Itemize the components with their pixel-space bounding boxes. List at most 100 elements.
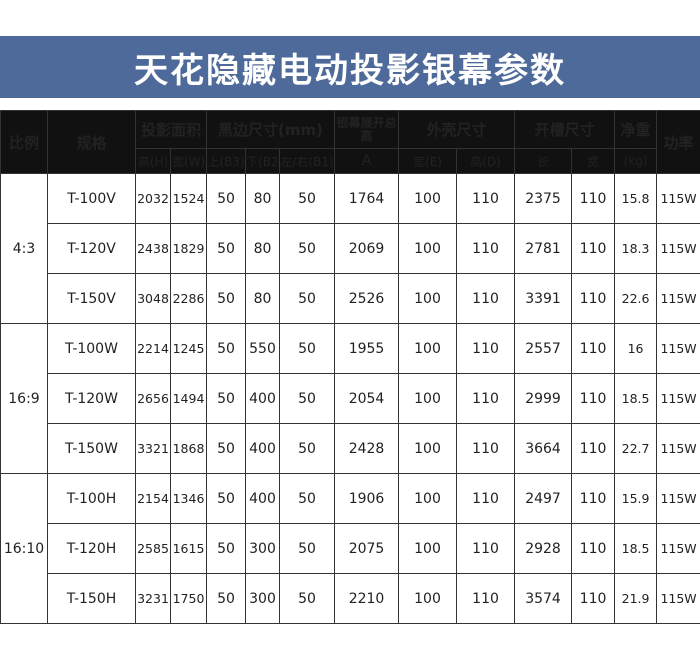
height-cell: 2438 [135, 223, 171, 274]
subheader-housing-height: 高(D) [456, 148, 516, 174]
header-slot: 开槽尺寸 [514, 110, 616, 149]
subheader-side-b1: 左/右(B1) [279, 148, 336, 174]
housing-width-cell: 100 [398, 323, 458, 374]
total-height-cell: 2075 [334, 523, 400, 574]
page-title: 天花隐藏电动投影银幕参数 [0, 36, 700, 98]
table-row: T-150W 3321 1868 50 400 50 2428 100 110 3664 110 22… [1, 423, 700, 474]
table-row: T-120W 2656 1494 50 400 50 2054 100 110 2999 110 18… [1, 373, 700, 424]
model-cell: T-150W [47, 423, 136, 474]
housing-height-cell: 110 [456, 323, 516, 374]
bottom-border-cell: 80 [245, 223, 281, 274]
power-cell: 115W [656, 523, 700, 574]
bottom-border-cell: 80 [245, 173, 281, 224]
ratio-cell: 16:9 [0, 323, 48, 474]
side-border-cell: 50 [279, 573, 336, 624]
height-cell: 2214 [135, 323, 171, 374]
table-row: 4:3 T-100V 2032 1524 50 80 50 1764 100 110 2375 110… [0, 173, 700, 324]
header-net-weight: 净重 [614, 110, 658, 149]
power-cell: 115W [656, 373, 700, 424]
width-cell: 1346 [169, 473, 208, 524]
header-screen-total-height: 银幕展开总高 [334, 110, 400, 149]
weight-cell: 18.3 [614, 223, 658, 274]
slot-length-cell: 2928 [514, 523, 573, 574]
housing-height-cell: 110 [456, 223, 516, 274]
header-power: 功率 [656, 110, 700, 174]
header-black-border: 黑边尺寸(mm) [206, 110, 336, 149]
housing-width-cell: 100 [398, 473, 458, 524]
height-cell: 2032 [135, 173, 171, 224]
side-border-cell: 50 [279, 223, 336, 274]
top-border-cell: 50 [206, 373, 247, 424]
model-cell: T-120H [47, 523, 136, 574]
slot-length-cell: 2781 [514, 223, 573, 274]
total-height-cell: 1906 [334, 473, 400, 524]
weight-cell: 16 [614, 323, 658, 374]
header-ratio: 比例 [0, 110, 48, 174]
housing-height-cell: 110 [456, 523, 516, 574]
slot-width-cell: 110 [571, 273, 616, 324]
height-cell: 2656 [135, 373, 171, 424]
power-cell: 115W [656, 423, 700, 474]
housing-width-cell: 100 [398, 573, 458, 624]
width-cell: 1524 [169, 173, 208, 224]
bottom-border-cell: 400 [245, 423, 281, 474]
spec-table: 比例 规格 投影面积 黑边尺寸(mm) 银幕展开总高 外壳尺寸 开槽尺寸 净重 … [0, 110, 700, 624]
side-border-cell: 50 [279, 373, 336, 424]
slot-length-cell: 2557 [514, 323, 573, 374]
table-row: 16:10 T-100H 2154 1346 50 400 50 1906 100 110 2497… [0, 473, 700, 624]
side-border-cell: 50 [279, 323, 336, 374]
housing-width-cell: 100 [398, 273, 458, 324]
housing-height-cell: 110 [456, 373, 516, 424]
power-cell: 115W [656, 573, 700, 624]
slot-width-cell: 110 [571, 323, 616, 374]
bottom-border-cell: 400 [245, 373, 281, 424]
height-cell: 3231 [135, 573, 171, 624]
top-border-cell: 50 [206, 423, 247, 474]
housing-width-cell: 100 [398, 173, 458, 224]
total-height-cell: 2069 [334, 223, 400, 274]
ratio-cell: 16:10 [0, 473, 48, 624]
width-cell: 1245 [169, 323, 208, 374]
weight-cell: 21.9 [614, 573, 658, 624]
subheader-width: 宽(W) [169, 148, 208, 174]
slot-length-cell: 3664 [514, 423, 573, 474]
model-cell: T-100H [47, 473, 136, 524]
slot-width-cell: 110 [571, 173, 616, 224]
housing-width-cell: 100 [398, 223, 458, 274]
slot-width-cell: 110 [571, 573, 616, 624]
width-cell: 1750 [169, 573, 208, 624]
slot-width-cell: 110 [571, 423, 616, 474]
bottom-border-cell: 300 [245, 523, 281, 574]
top-border-cell: 50 [206, 223, 247, 274]
power-cell: 115W [656, 323, 700, 374]
width-cell: 2286 [169, 273, 208, 324]
weight-cell: 18.5 [614, 373, 658, 424]
height-cell: 3048 [135, 273, 171, 324]
ratio-cell: 4:3 [0, 173, 48, 324]
bottom-border-cell: 80 [245, 273, 281, 324]
table-row: T-120H 2585 1615 50 300 50 2075 100 110 2928 110 18… [1, 523, 700, 574]
housing-height-cell: 110 [456, 273, 516, 324]
side-border-cell: 50 [279, 173, 336, 224]
bottom-border-cell: 300 [245, 573, 281, 624]
width-cell: 1829 [169, 223, 208, 274]
slot-length-cell: 3391 [514, 273, 573, 324]
model-cell: T-120W [47, 373, 136, 424]
slot-width-cell: 110 [571, 473, 616, 524]
table-row: T-120V 2438 1829 50 80 50 2069 100 110 2781 110 18.… [1, 223, 700, 274]
subheader-kg: (kg) [614, 148, 658, 174]
power-cell: 115W [656, 473, 700, 524]
height-cell: 3321 [135, 423, 171, 474]
subheader-housing-width: 宽(E) [398, 148, 458, 174]
slot-length-cell: 2999 [514, 373, 573, 424]
height-cell: 2585 [135, 523, 171, 574]
total-height-cell: 2428 [334, 423, 400, 474]
slot-width-cell: 110 [571, 223, 616, 274]
header-projection-area: 投影面积 [134, 110, 208, 149]
weight-cell: 15.8 [614, 173, 658, 224]
slot-width-cell: 110 [571, 523, 616, 574]
slot-length-cell: 3574 [514, 573, 573, 624]
header-housing: 外壳尺寸 [398, 110, 516, 149]
width-cell: 1615 [169, 523, 208, 574]
power-cell: 115W [656, 273, 700, 324]
